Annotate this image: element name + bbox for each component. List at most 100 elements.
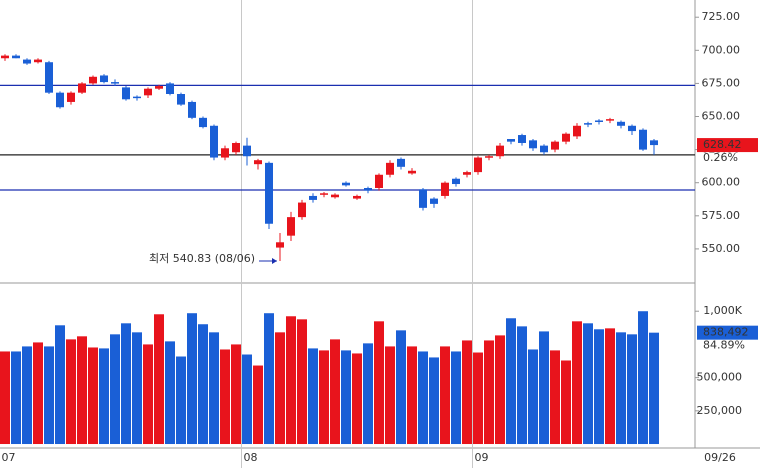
volume-bar: [616, 332, 626, 445]
y-tick-label: 700.00: [702, 43, 741, 56]
volume-ratio: 84.89%: [703, 339, 745, 352]
candle-body: [276, 242, 284, 248]
volume-bar: [154, 314, 164, 445]
candle-body: [452, 178, 460, 185]
candle-body: [1, 55, 9, 59]
candle-body: [529, 140, 537, 149]
volume-bar: [572, 321, 582, 445]
volume-bar: [187, 313, 197, 445]
candle-body: [89, 76, 97, 84]
candle-body: [441, 182, 449, 196]
candle-body: [551, 141, 559, 150]
volume-bar: [506, 318, 516, 445]
candle-body: [210, 125, 218, 158]
candle-body: [342, 182, 350, 186]
candle-body: [364, 188, 372, 191]
candle-body: [628, 125, 636, 132]
volume-bar: [176, 356, 186, 445]
volume-bar: [352, 353, 362, 445]
candle-body: [463, 172, 471, 175]
last-price-box: [697, 138, 758, 153]
x-tick-label: 09: [475, 451, 489, 464]
candle-body: [606, 119, 614, 121]
volume-bar: [242, 354, 252, 445]
volume-bar: [528, 349, 538, 445]
volume-bar: [583, 323, 593, 445]
candle-body: [265, 162, 273, 224]
candle-body: [617, 121, 625, 126]
y-tick-label: 600.00: [702, 176, 741, 189]
candle-body: [408, 170, 416, 174]
candle-body: [122, 87, 130, 100]
volume-bar: [374, 321, 384, 445]
volume-bar: [143, 344, 153, 445]
y2-tick-label: 250,000: [697, 404, 743, 417]
candle-body: [78, 83, 86, 93]
volume-bar: [220, 349, 230, 445]
candle-body: [144, 88, 152, 96]
change-label: 0.26%: [703, 151, 738, 164]
candle-body: [595, 120, 603, 122]
y-tick-label: 575.00: [702, 209, 741, 222]
volume-bar: [11, 351, 21, 445]
volume-bar: [0, 351, 10, 445]
volume-bar: [132, 332, 142, 445]
candle-body: [287, 217, 295, 236]
candle-body: [221, 148, 229, 158]
volume-bar: [275, 332, 285, 445]
volume-bar: [550, 350, 560, 445]
volume-bar: [594, 329, 604, 445]
x-tick-label: 07: [2, 451, 16, 464]
volume-bar: [561, 360, 571, 445]
volume-bar: [44, 346, 54, 445]
last-date: 09/26: [704, 451, 736, 464]
volume-bar: [110, 334, 120, 445]
volume-bar: [253, 365, 263, 445]
y2-tick-label: 500,000: [697, 371, 743, 384]
candle-body: [177, 94, 185, 105]
candle-body: [188, 101, 196, 118]
volume-bar: [88, 347, 98, 445]
volume-bar: [319, 350, 329, 445]
volume-bar: [462, 340, 472, 445]
candle-body: [562, 133, 570, 142]
candle-body: [496, 145, 504, 157]
volume-bar: [231, 344, 241, 445]
volume-bar: [330, 339, 340, 445]
volume-bar: [451, 351, 461, 445]
candle-body: [34, 59, 42, 63]
candle-body: [331, 194, 339, 198]
volume-bar: [121, 323, 131, 445]
volume-bar: [407, 346, 417, 445]
candle-body: [23, 59, 31, 64]
candle-body: [298, 202, 306, 218]
candle-body: [386, 162, 394, 175]
candle-body: [199, 117, 207, 128]
volume-bar: [297, 319, 307, 445]
candle-body: [375, 174, 383, 188]
volume-bar: [341, 350, 351, 445]
candle-body: [419, 189, 427, 208]
candle-body: [320, 193, 328, 195]
candle-body: [133, 96, 141, 99]
volume-bar: [418, 351, 428, 445]
volume-bar: [363, 343, 373, 445]
volume-bar: [473, 352, 483, 445]
candle-body: [397, 158, 405, 167]
volume-bar: [495, 335, 505, 445]
candle-body: [639, 129, 647, 150]
volume-bar: [209, 332, 219, 445]
volume-bar: [66, 339, 76, 445]
x-tick-label: 08: [244, 451, 258, 464]
candle-body: [56, 92, 64, 108]
candle-body: [650, 140, 658, 146]
volume-bar: [605, 328, 615, 445]
volume-bar: [484, 340, 494, 445]
candle-body: [243, 145, 251, 157]
candle-body: [309, 195, 317, 200]
candle-body: [100, 75, 108, 83]
candle-body: [254, 160, 262, 165]
y-tick-label: 725.00: [702, 10, 741, 23]
last-volume: 838,492: [703, 326, 749, 339]
